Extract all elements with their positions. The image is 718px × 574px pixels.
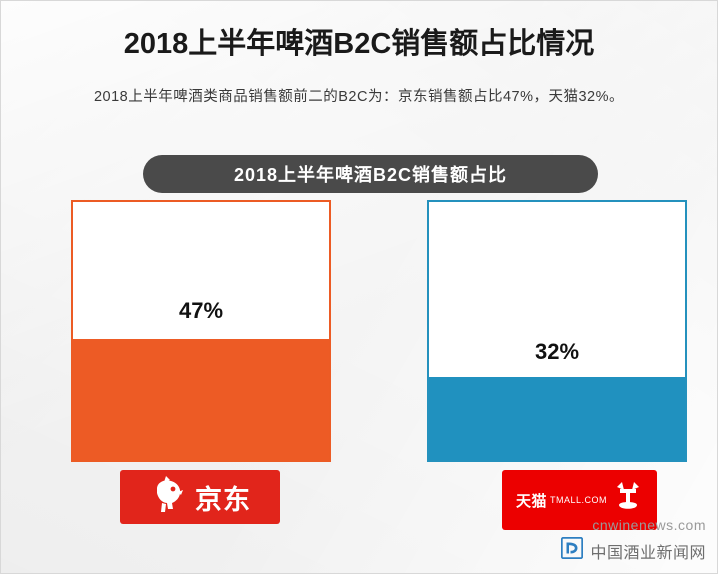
watermark: cnwinenews.com 中国酒业新闻网 [561,517,706,564]
page-subtitle: 2018上半年啤酒类商品销售额前二的B2C为：京东销售额占比47%，天猫32%。 [93,89,624,105]
page-title: 2018上半年啤酒B2C销售额占比情况 [123,28,595,60]
tmall-cat-icon [613,481,643,520]
bar-tmall-value: 32% [534,339,580,364]
jd-logo: 京东 [120,470,280,524]
bar-tmall: 32% [427,200,687,462]
bar-jingdong-fill [73,338,329,460]
tmall-logo-subtext: TMALL.COM [550,495,608,505]
jd-dog-icon [149,475,189,519]
bar-tmall-fill [429,377,685,460]
jd-logo-text: 京东 [195,484,251,515]
watermark-url: cnwinenews.com [592,517,706,533]
bar-jingdong: 47% [71,200,331,462]
chart-title-pill: 2018上半年啤酒B2C销售额占比 [143,155,598,193]
tmall-logo: 天猫 TMALL.COM [502,470,657,530]
cnwinenews-logo-icon [561,536,584,564]
bar-jingdong-value: 47% [178,298,224,323]
watermark-site-name: 中国酒业新闻网 [590,544,706,562]
tmall-logo-text: 天猫 [515,492,547,510]
